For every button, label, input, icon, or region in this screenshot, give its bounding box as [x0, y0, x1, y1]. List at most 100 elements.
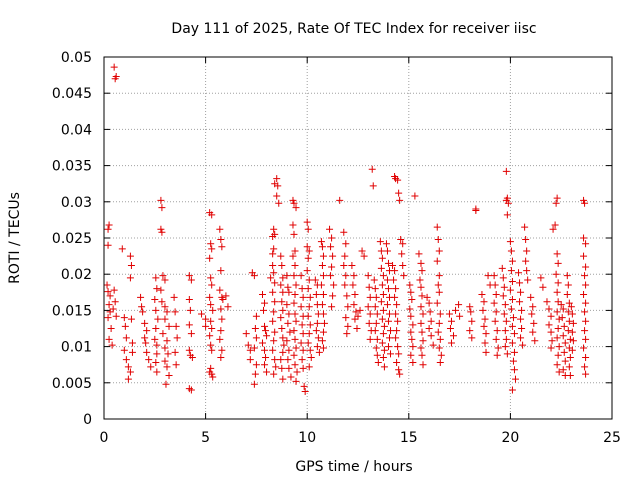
data-point — [303, 243, 311, 251]
data-point — [250, 380, 258, 388]
data-point — [484, 272, 492, 280]
data-point — [418, 351, 426, 359]
data-point — [508, 322, 516, 330]
data-point — [285, 288, 293, 296]
data-point — [258, 290, 266, 298]
data-point — [501, 327, 509, 335]
data-point — [582, 335, 590, 343]
data-point — [498, 264, 506, 272]
data-point — [395, 366, 403, 374]
data-point — [415, 250, 423, 258]
data-point — [466, 327, 474, 335]
data-point — [411, 192, 419, 200]
data-point — [378, 281, 386, 289]
data-point — [263, 332, 271, 340]
data-point — [207, 364, 215, 372]
data-point — [250, 272, 258, 280]
data-point — [493, 327, 501, 335]
data-point — [172, 322, 180, 330]
data-point — [435, 344, 443, 352]
data-point — [566, 353, 574, 361]
data-point — [208, 325, 216, 332]
data-point — [159, 272, 167, 280]
y-tick-label: 0.035 — [52, 159, 92, 175]
data-point — [110, 63, 118, 71]
data-point — [152, 359, 160, 367]
data-point — [217, 267, 225, 275]
data-point — [434, 328, 442, 336]
data-point — [360, 252, 368, 260]
data-point — [419, 337, 427, 345]
data-point — [267, 274, 275, 282]
data-point — [274, 182, 282, 190]
data-point — [408, 296, 416, 304]
data-point — [279, 274, 287, 282]
data-point — [481, 315, 489, 323]
data-point — [283, 272, 291, 280]
data-point — [279, 348, 287, 356]
data-point — [397, 235, 405, 243]
data-point — [124, 363, 132, 371]
data-point — [508, 386, 516, 394]
data-point — [258, 339, 266, 347]
data-point — [378, 339, 386, 347]
data-point — [328, 234, 336, 242]
data-point — [408, 335, 416, 343]
data-point — [173, 334, 181, 342]
data-point — [208, 346, 216, 354]
data-point — [313, 343, 321, 351]
y-tick-label: 0.025 — [52, 231, 92, 247]
data-point — [554, 259, 562, 267]
data-point — [207, 341, 215, 349]
data-point — [277, 356, 285, 364]
data-point — [558, 314, 566, 322]
data-point — [185, 321, 193, 329]
data-point — [164, 350, 172, 358]
data-point — [153, 341, 161, 349]
data-point — [480, 322, 488, 330]
data-point — [328, 303, 336, 311]
data-point — [517, 315, 525, 323]
data-point — [343, 330, 351, 338]
data-point — [368, 165, 376, 173]
data-point — [564, 327, 572, 335]
data-point — [537, 274, 545, 282]
data-point — [311, 276, 319, 284]
data-point — [395, 350, 403, 358]
data-point — [187, 330, 195, 338]
data-point — [157, 286, 165, 294]
data-point — [319, 344, 327, 352]
data-point — [365, 319, 373, 327]
data-point — [517, 334, 525, 342]
data-point — [126, 252, 134, 260]
data-point — [407, 312, 415, 320]
data-point — [565, 363, 573, 371]
data-point — [379, 272, 387, 280]
data-point — [112, 73, 120, 81]
data-point — [568, 346, 576, 354]
data-point — [555, 315, 563, 323]
data-point — [522, 257, 530, 265]
data-point — [379, 330, 387, 338]
data-point — [365, 283, 373, 291]
data-point — [433, 299, 441, 307]
data-point — [208, 211, 216, 219]
data-point — [435, 247, 443, 255]
data-point — [350, 272, 358, 280]
data-point — [492, 335, 500, 343]
data-point — [299, 364, 307, 372]
data-point — [482, 348, 490, 356]
data-point — [104, 288, 112, 296]
data-point — [306, 346, 314, 354]
data-point — [543, 298, 551, 306]
data-point — [278, 364, 286, 372]
data-point — [433, 257, 441, 265]
data-point — [272, 363, 280, 371]
data-point — [566, 335, 574, 343]
data-point — [298, 285, 306, 293]
data-point — [271, 328, 279, 336]
data-point — [250, 344, 258, 352]
data-point — [393, 327, 401, 335]
data-point — [246, 356, 254, 364]
data-point — [158, 228, 166, 236]
